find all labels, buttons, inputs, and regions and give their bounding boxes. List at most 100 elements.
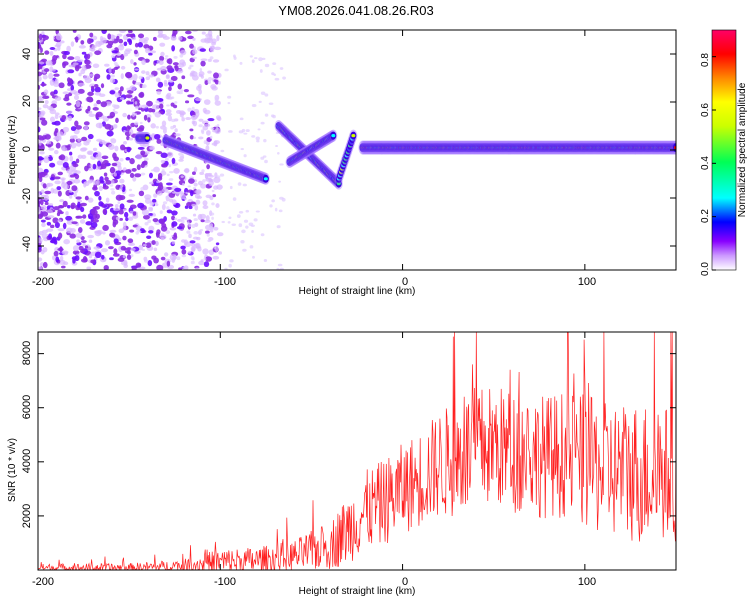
noise-speckle bbox=[170, 36, 177, 41]
faint-speckle bbox=[207, 77, 213, 81]
noise-speckle bbox=[145, 71, 150, 76]
faint-speckle bbox=[191, 224, 196, 228]
noise-speckle bbox=[88, 47, 96, 52]
faint-speckle bbox=[116, 104, 120, 108]
noise-speckle bbox=[110, 34, 116, 39]
faint-speckle bbox=[119, 97, 125, 100]
faint-speckle bbox=[216, 124, 220, 127]
faint-speckle bbox=[164, 253, 169, 256]
noise-speckle bbox=[81, 136, 88, 142]
faint-speckle bbox=[141, 248, 145, 251]
noise-speckle bbox=[76, 239, 80, 244]
noise-speckle bbox=[62, 251, 69, 256]
band-peak bbox=[351, 134, 356, 138]
noise-speckle bbox=[202, 248, 209, 255]
noise-speckle bbox=[181, 61, 187, 67]
faint-speckle bbox=[186, 221, 190, 225]
noise-speckle bbox=[157, 34, 164, 39]
noise-speckle bbox=[102, 224, 109, 231]
noise-speckle bbox=[215, 115, 221, 121]
band-peak bbox=[336, 182, 341, 186]
noise-speckle bbox=[48, 203, 54, 206]
noise-speckle bbox=[171, 45, 176, 52]
noise-speckle bbox=[93, 180, 98, 186]
noise-speckle bbox=[82, 214, 87, 219]
faint-speckle bbox=[260, 91, 266, 95]
noise-speckle bbox=[169, 254, 177, 261]
noise-speckle bbox=[73, 94, 80, 101]
noise-speckle bbox=[83, 75, 90, 80]
snr-panel: -200 -100 0 100 Height of straight line … bbox=[7, 331, 677, 597]
noise-speckle bbox=[131, 266, 137, 270]
faint-speckle bbox=[279, 163, 284, 166]
noise-speckle bbox=[202, 205, 209, 210]
faint-speckle bbox=[228, 263, 232, 268]
noise-speckle bbox=[200, 60, 206, 67]
noise-speckle bbox=[202, 107, 207, 113]
noise-speckle bbox=[74, 173, 80, 180]
noise-speckle bbox=[75, 36, 79, 43]
faint-speckle bbox=[248, 222, 254, 226]
faint-speckle bbox=[282, 76, 286, 80]
noise-speckle bbox=[190, 114, 198, 121]
faint-speckle bbox=[209, 56, 214, 60]
faint-speckle bbox=[117, 201, 121, 205]
noise-speckle bbox=[77, 82, 85, 87]
noise-speckle bbox=[44, 201, 49, 206]
noise-speckle bbox=[160, 65, 167, 71]
noise-speckle bbox=[171, 221, 178, 227]
noise-speckle bbox=[72, 163, 79, 168]
faint-speckle bbox=[189, 64, 194, 68]
faint-speckle bbox=[238, 223, 243, 228]
noise-speckle bbox=[137, 42, 144, 48]
faint-speckle bbox=[152, 112, 156, 115]
noise-speckle bbox=[157, 190, 163, 196]
faint-speckle bbox=[243, 219, 249, 223]
noise-speckle bbox=[117, 237, 122, 241]
noise-speckle bbox=[54, 114, 59, 120]
noise-speckle bbox=[95, 40, 102, 47]
faint-speckle bbox=[110, 188, 115, 191]
noise-speckle bbox=[195, 97, 202, 102]
faint-speckle bbox=[268, 102, 274, 105]
noise-speckle bbox=[154, 203, 159, 207]
noise-speckle bbox=[159, 55, 165, 62]
noise-speckle bbox=[52, 255, 57, 261]
noise-speckle bbox=[83, 141, 90, 146]
faint-speckle bbox=[227, 221, 231, 224]
noise-speckle bbox=[53, 149, 59, 155]
noise-speckle bbox=[125, 156, 131, 161]
noise-speckle bbox=[116, 35, 120, 41]
noise-speckle bbox=[94, 84, 99, 88]
noise-speckle bbox=[125, 169, 132, 174]
noise-speckle bbox=[72, 30, 77, 33]
faint-speckle bbox=[116, 52, 122, 56]
noise-speckle bbox=[98, 201, 104, 207]
faint-speckle bbox=[243, 154, 247, 158]
faint-speckle bbox=[255, 210, 260, 213]
colorbar-tick-label: 0.4 bbox=[700, 156, 711, 170]
noise-speckle bbox=[66, 220, 74, 225]
noise-speckle bbox=[127, 114, 131, 120]
faint-speckle bbox=[142, 244, 147, 247]
faint-speckle bbox=[169, 237, 172, 241]
noise-speckle bbox=[134, 173, 142, 178]
noise-speckle bbox=[199, 48, 206, 52]
noise-speckle bbox=[101, 155, 109, 160]
faint-speckle bbox=[256, 139, 260, 143]
noise-speckle bbox=[70, 84, 75, 91]
noise-speckle bbox=[114, 87, 120, 91]
noise-speckle bbox=[87, 37, 93, 45]
noise-speckle bbox=[42, 35, 49, 41]
noise-speckle bbox=[187, 94, 195, 98]
noise-speckle bbox=[137, 33, 145, 39]
noise-speckle bbox=[152, 198, 157, 203]
noise-speckle bbox=[41, 119, 48, 126]
noise-speckle bbox=[70, 204, 75, 210]
noise-speckle bbox=[135, 153, 143, 160]
faint-speckle bbox=[170, 235, 174, 238]
noise-speckle bbox=[68, 64, 76, 68]
noise-speckle bbox=[119, 30, 126, 34]
noise-speckle bbox=[126, 199, 134, 203]
bottom-xaxis-label: Height of straight line (km) bbox=[299, 586, 416, 597]
